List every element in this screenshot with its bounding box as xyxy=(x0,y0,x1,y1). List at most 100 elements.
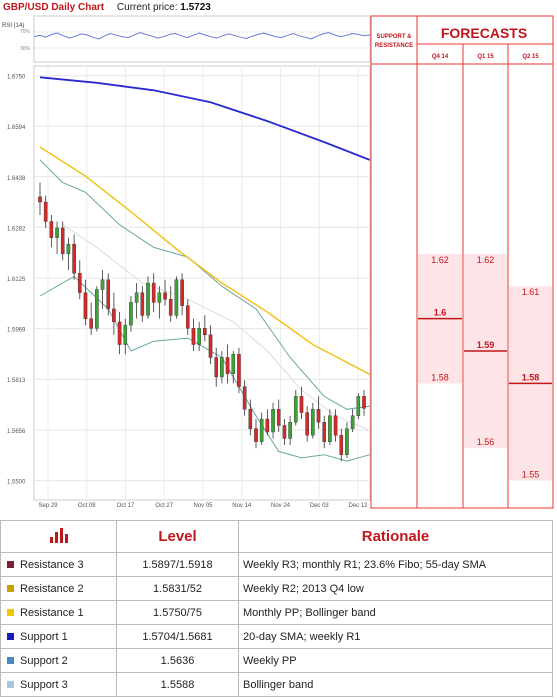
candle-body xyxy=(77,273,82,293)
date-tick-label: Oct 08 xyxy=(78,503,96,509)
candle-body xyxy=(72,243,76,274)
bollinger-mid-line xyxy=(62,224,370,431)
sr-label-2: RESISTANCE xyxy=(375,43,413,49)
candle-body xyxy=(254,428,258,442)
candle-body xyxy=(185,305,190,329)
row-name-cell: Resistance 3 xyxy=(0,552,117,577)
forecast-high: 1.62 xyxy=(477,255,495,265)
rsi-panel xyxy=(33,15,371,63)
level-swatch xyxy=(7,681,14,689)
sma-long-line xyxy=(39,76,370,161)
chart-header: GBP/USD Daily Chart Current price: 1.572… xyxy=(0,0,557,16)
candle-body xyxy=(197,328,201,345)
price-tick-label: 1.6750 xyxy=(7,75,26,81)
candle-body xyxy=(157,292,162,303)
table-row: Support 1 1.5704/1.5681 20-day SMA; weekly… xyxy=(0,624,553,649)
forecast-col-label: Q2 15 xyxy=(522,54,539,60)
candle-body xyxy=(60,227,65,255)
candle-body xyxy=(174,279,179,316)
row-rationale: Weekly R2; 2013 Q4 low xyxy=(238,576,553,601)
row-level: 1.5704/1.5681 xyxy=(116,624,239,649)
price-axis: 1.6750 1.6594 1.6438 1.6282 1.6125 1.5969 1.58… xyxy=(7,75,26,486)
candle-body xyxy=(362,396,366,409)
candle-body xyxy=(203,328,207,336)
candle-body xyxy=(151,282,156,303)
row-rationale: Weekly R3; monthly R1; 23.6% Fibo; 55-da… xyxy=(238,552,553,577)
col-level: Level xyxy=(116,520,239,553)
forecast-high: 1.61 xyxy=(522,287,540,297)
price-tick-label: 1.5813 xyxy=(7,378,26,384)
date-gridlines xyxy=(47,66,359,500)
candle-body xyxy=(66,243,71,255)
forecast-median: 1.59 xyxy=(477,340,495,350)
candle-body xyxy=(220,357,224,378)
candle-body xyxy=(356,396,361,416)
forecast-high: 1.62 xyxy=(431,255,449,265)
table-icon-cell xyxy=(0,520,117,553)
candle-body xyxy=(231,354,236,374)
row-name: Resistance 2 xyxy=(20,582,84,595)
candle-body xyxy=(83,292,88,319)
candle-body xyxy=(333,415,338,436)
level-swatch xyxy=(7,633,14,641)
forecast-col-label: Q1 15 xyxy=(477,54,494,60)
row-name: Support 3 xyxy=(20,678,68,691)
row-rationale: Weekly PP xyxy=(238,648,553,673)
forecast-median: 1.58 xyxy=(522,372,540,382)
candle-body xyxy=(95,289,99,329)
chart-canvas: RSI (14) 70% 30% 1.6750 1.6594 1.6438 1.628… xyxy=(2,15,554,509)
candle-body xyxy=(328,415,332,442)
price-value: 1.5723 xyxy=(180,2,211,13)
rsi-tick-70: 70% xyxy=(20,29,31,35)
row-name: Resistance 1 xyxy=(20,606,84,619)
candle-body xyxy=(276,409,281,426)
forecasts-title: FORECASTS xyxy=(441,25,527,41)
table-row: Support 3 1.5588 Bollinger band xyxy=(0,672,553,697)
candle-body xyxy=(265,418,270,433)
candle-body xyxy=(259,418,264,442)
date-tick-label: Oct 17 xyxy=(117,503,135,509)
price-tick-label: 1.5500 xyxy=(7,480,26,486)
candle-body xyxy=(293,396,298,423)
candle-body xyxy=(350,415,355,429)
row-level: 1.5831/52 xyxy=(116,576,239,601)
level-swatch xyxy=(7,561,14,569)
candle-body xyxy=(140,292,145,316)
table-row: Support 2 1.5636 Weekly PP xyxy=(0,648,553,673)
candle-body xyxy=(208,334,213,358)
candle-body xyxy=(305,412,309,436)
date-tick-label: Nov 24 xyxy=(271,503,291,509)
forecast-low: 1.55 xyxy=(522,470,540,480)
row-name: Support 2 xyxy=(20,654,68,667)
row-rationale: 20-day SMA; weekly R1 xyxy=(238,624,553,649)
candle-body xyxy=(134,292,139,303)
date-tick-label: Dec 12 xyxy=(348,503,368,509)
candle-body xyxy=(129,302,133,326)
candle-body xyxy=(316,409,321,423)
candle-body xyxy=(191,328,196,345)
forecast-median: 1.6 xyxy=(434,308,447,318)
candle-body xyxy=(100,279,105,290)
candle-body xyxy=(288,422,292,439)
candle-body xyxy=(112,308,116,323)
candle-body xyxy=(339,435,344,455)
candle-body xyxy=(146,282,150,316)
level-swatch xyxy=(7,585,14,593)
candle-body xyxy=(271,409,275,433)
candle-body xyxy=(180,279,184,306)
row-rationale: Monthly PP; Bollinger band xyxy=(238,600,553,625)
price-tick-label: 1.6438 xyxy=(7,176,26,182)
rsi-line xyxy=(33,32,371,40)
row-level: 1.5750/75 xyxy=(116,600,239,625)
row-name-cell: Support 1 xyxy=(0,624,117,649)
price-tick-label: 1.6125 xyxy=(7,277,26,283)
rsi-label: RSI (14) xyxy=(2,23,24,29)
levels-table-body: Resistance 3 1.5897/1.5918 Weekly R3; mont… xyxy=(0,552,553,697)
row-name-cell: Resistance 2 xyxy=(0,576,117,601)
candle-body xyxy=(225,357,230,374)
candle-body xyxy=(123,324,128,345)
candle-body xyxy=(163,292,167,300)
candle-body xyxy=(345,428,349,455)
forecast-panel: SUPPORT & RESISTANCE FORECASTS Q4 14 1.62… xyxy=(370,15,554,509)
row-name-cell: Support 3 xyxy=(0,672,117,697)
